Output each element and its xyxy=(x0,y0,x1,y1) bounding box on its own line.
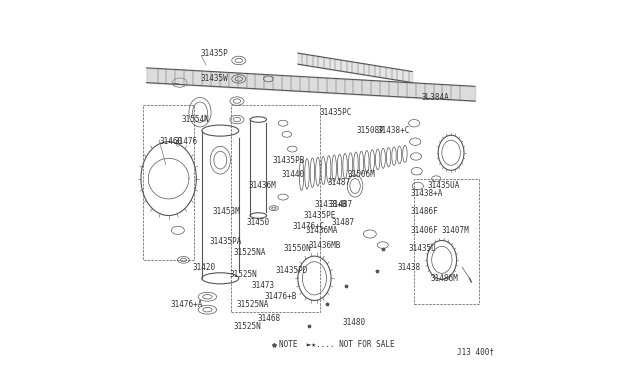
Text: 31435PA: 31435PA xyxy=(209,237,242,246)
Text: 31436M: 31436M xyxy=(248,182,276,190)
Text: 31468: 31468 xyxy=(257,314,280,323)
Text: 31435U: 31435U xyxy=(408,244,436,253)
Text: 31550N: 31550N xyxy=(283,244,311,253)
Text: 31440: 31440 xyxy=(281,170,305,179)
Text: 31435PD: 31435PD xyxy=(276,266,308,275)
Text: 31554N: 31554N xyxy=(182,115,209,124)
Text: 3L384A: 3L384A xyxy=(422,93,449,102)
Text: 31453M: 31453M xyxy=(213,207,241,217)
Text: 31476+A: 31476+A xyxy=(170,300,203,309)
Text: 31487: 31487 xyxy=(328,178,351,187)
Text: 31438+A: 31438+A xyxy=(410,189,443,198)
Text: 31407M: 31407M xyxy=(442,226,470,235)
Text: 31525N: 31525N xyxy=(230,270,257,279)
Text: 31435PE: 31435PE xyxy=(303,211,336,220)
Text: 31476+B: 31476+B xyxy=(264,292,297,301)
Text: 31435W: 31435W xyxy=(200,74,228,83)
Text: 31435P: 31435P xyxy=(200,49,228,58)
Text: 31438: 31438 xyxy=(397,263,420,272)
Text: 31480: 31480 xyxy=(342,318,365,327)
Text: 31420: 31420 xyxy=(193,263,216,272)
Text: 31508P: 31508P xyxy=(357,126,385,135)
Text: 31525N: 31525N xyxy=(233,322,261,331)
Text: 31473: 31473 xyxy=(252,281,275,290)
Text: 31487: 31487 xyxy=(331,218,354,227)
Text: 31435PC: 31435PC xyxy=(320,108,353,117)
Text: 31436MA: 31436MA xyxy=(305,226,338,235)
Text: NOTE  ►★.... NOT FOR SALE: NOTE ►★.... NOT FOR SALE xyxy=(280,340,395,349)
Text: 31525NA: 31525NA xyxy=(233,248,266,257)
Text: 31486F: 31486F xyxy=(410,207,438,217)
Text: 31506M: 31506M xyxy=(348,170,376,179)
Text: 31435PB: 31435PB xyxy=(272,155,305,165)
Text: 31438+B: 31438+B xyxy=(314,200,347,209)
Text: 31476: 31476 xyxy=(174,137,197,146)
Text: 31476+C: 31476+C xyxy=(292,222,324,231)
Text: 31436MB: 31436MB xyxy=(309,241,341,250)
Text: 31460: 31460 xyxy=(159,137,182,146)
Text: 31435UA: 31435UA xyxy=(427,182,460,190)
Text: 31406F: 31406F xyxy=(410,226,438,235)
Text: 31487: 31487 xyxy=(329,200,353,209)
Text: 31486M: 31486M xyxy=(431,274,458,283)
Text: J13 400†: J13 400† xyxy=(456,348,493,357)
Text: 31438+C: 31438+C xyxy=(377,126,410,135)
Text: 31525NA: 31525NA xyxy=(237,300,269,309)
Text: 31450: 31450 xyxy=(246,218,269,227)
